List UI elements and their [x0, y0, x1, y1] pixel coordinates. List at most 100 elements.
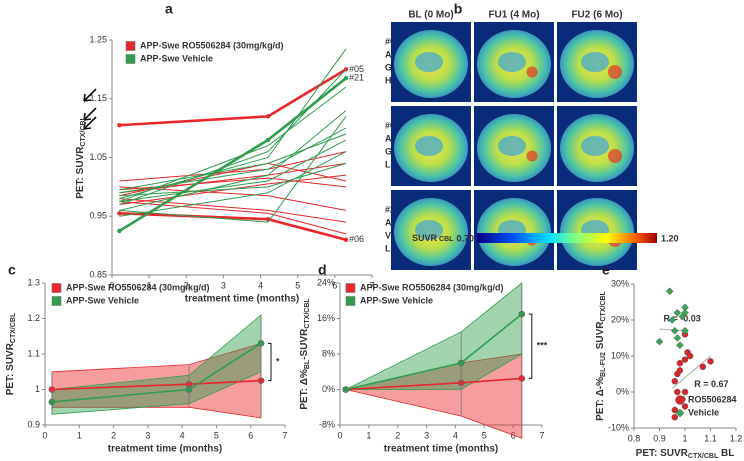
y-tick-label: 0.9 [27, 419, 40, 429]
highlight-label: #06 [349, 234, 364, 244]
subject-line [119, 116, 347, 223]
label-part: CTX/CBL [600, 290, 607, 321]
fit-label: R = 0.67 [694, 379, 728, 389]
y-axis-label: PET: Δ%BL-SUVRCTX/CBL [299, 298, 312, 410]
subject-line [119, 186, 347, 211]
subject-line [119, 198, 347, 223]
point [674, 388, 681, 396]
point [673, 308, 682, 317]
highlight-point [343, 75, 349, 81]
y-tick-label: 1 [35, 384, 40, 394]
significance-label: *** [537, 341, 548, 351]
pet-core [581, 136, 609, 156]
x-tick-label: 7 [369, 280, 374, 290]
panel-letter: c [8, 262, 16, 278]
x-axis-label: treatment time (months) [384, 444, 498, 455]
significance-label: * [276, 356, 280, 366]
x-tick-label: 6 [248, 430, 253, 440]
pet-core [415, 220, 443, 240]
legend-label: Vehicle [688, 407, 719, 417]
legend-swatch [51, 283, 62, 293]
point [668, 316, 677, 324]
mean-point [457, 359, 465, 367]
colorbar-min: 0.70 [456, 233, 474, 243]
label-part: CTX/CBL [688, 453, 719, 460]
x-tick-label: 0.8 [628, 433, 641, 443]
y-tick-label: 24% [317, 277, 335, 287]
mean-point [257, 340, 265, 347]
pet-hotspot [608, 149, 622, 163]
pet-core [498, 52, 526, 72]
x-tick-label: 6 [332, 280, 337, 290]
pet-hotspot [608, 65, 622, 79]
x-tick-label: 7 [539, 430, 544, 440]
panel-letter: a [165, 1, 173, 17]
x-tick-label: 5 [482, 430, 487, 440]
label-part: PET: SUVR [5, 342, 16, 395]
x-tick-label: 4 [180, 430, 185, 440]
panel-letter: b [454, 1, 463, 17]
y-tick-label: 0.95 [89, 211, 107, 221]
legend-label: APP-Swe Vehicle [360, 295, 433, 305]
x-tick-label: 0 [109, 280, 114, 290]
y-tick-label: 0% [616, 386, 629, 396]
point [676, 367, 684, 374]
point [670, 326, 679, 335]
column-header: FU2 (6 Mo) [571, 10, 622, 21]
x-tick-label: 2 [184, 280, 189, 290]
point [681, 326, 689, 335]
legend-swatch [51, 296, 62, 306]
significance-bracket [528, 313, 533, 379]
mean-point [518, 310, 526, 318]
point [676, 341, 684, 350]
x-tick-label: 2 [395, 430, 400, 440]
highlight-point [117, 211, 122, 216]
pet-core [415, 52, 443, 72]
point [681, 388, 689, 396]
highlight-point [265, 114, 271, 119]
x-tick-label: 4 [258, 280, 263, 290]
point [671, 413, 679, 421]
x-tick-label: 1 [147, 280, 152, 290]
x-tick-label: 1 [77, 430, 82, 440]
highlight-point [117, 122, 122, 128]
arrows [83, 88, 97, 130]
pet-core [415, 136, 443, 156]
y-tick-label: 10% [611, 350, 629, 360]
point [671, 377, 679, 385]
subject-line [119, 151, 347, 182]
legend-swatch [345, 283, 356, 293]
mean-point [342, 386, 350, 393]
subject-line [119, 86, 347, 203]
subject-line [119, 177, 347, 191]
y-tick-label: 1.3 [27, 277, 40, 287]
significance-bracket [268, 342, 272, 382]
legend-label: APP-Swe Vehicle [140, 53, 213, 63]
highlight-point [117, 228, 122, 234]
pet-hotspot [526, 150, 538, 162]
point [655, 337, 664, 346]
y-tick-label: -10% [608, 422, 629, 432]
point [673, 334, 682, 342]
legend-label: APP-Swe RO5506284 (30mg/kg/d) [140, 40, 284, 50]
label-part: PET: Δ-% [595, 377, 606, 421]
panel-letter: e [602, 262, 610, 278]
point [699, 363, 707, 371]
label-part: BL [304, 359, 311, 369]
y-tick-label: 30% [611, 278, 629, 288]
mean-point [185, 386, 193, 393]
point [665, 287, 674, 296]
label-part: PET: Δ% [299, 369, 310, 410]
legend-marker [675, 395, 685, 405]
x-tick-label: 7 [282, 430, 287, 440]
highlight-point [265, 137, 271, 143]
y-axis-label: PET: SUVRCTX/CBL [5, 312, 18, 395]
colorbar-max: 1.20 [661, 233, 679, 243]
subject-line [119, 69, 347, 205]
point [676, 359, 684, 367]
label-part: CTX/CBL [304, 298, 311, 329]
x-tick-label: 5 [214, 430, 219, 440]
point [681, 403, 689, 410]
point [686, 352, 694, 360]
point [681, 308, 689, 317]
